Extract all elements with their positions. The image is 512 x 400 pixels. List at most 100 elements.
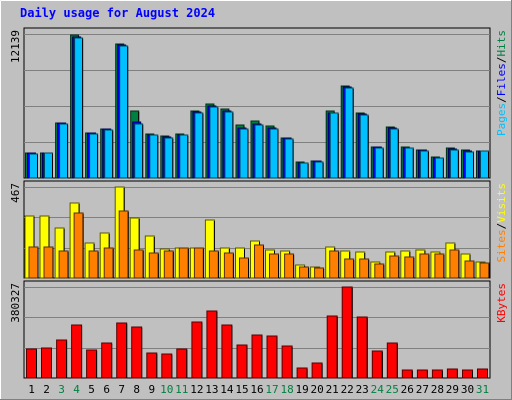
bar-pages-30 — [465, 151, 474, 179]
bar-pages-12 — [194, 112, 204, 179]
bar-pages-17 — [269, 128, 279, 179]
panel-legend: Pages/Files/Hits — [495, 30, 508, 136]
bar-pages-11 — [179, 134, 189, 179]
bar-pages-2 — [44, 152, 53, 179]
bar-sites-12 — [193, 247, 204, 279]
legend-entry: KBytes — [495, 283, 508, 323]
x-tick-label-4: 4 — [73, 383, 80, 396]
bar-kbytes-17 — [266, 335, 278, 379]
bar-sites-29 — [449, 249, 460, 279]
bar-pages-23 — [359, 114, 369, 179]
bar-kbytes-15 — [236, 344, 248, 379]
bar-sites-31 — [479, 262, 490, 279]
x-tick-label-14: 14 — [220, 383, 234, 396]
bar-sites-13 — [208, 250, 219, 279]
bar-pages-18 — [284, 138, 294, 179]
bar-kbytes-13 — [206, 310, 218, 379]
bar-pages-5 — [89, 133, 99, 179]
x-tick-label-21: 21 — [326, 383, 339, 396]
x-tick-label-22: 22 — [341, 383, 354, 396]
bar-pages-4 — [74, 37, 84, 179]
bar-kbytes-30 — [462, 369, 473, 379]
bar-sites-19 — [299, 266, 310, 279]
bar-pages-24 — [374, 147, 384, 179]
panel-visits-sites: 467 Sites/Visits — [9, 180, 508, 279]
panel-kbytes: 380327 KBytes — [9, 280, 508, 379]
x-tick-label-5: 5 — [88, 383, 95, 396]
bar-pages-14 — [224, 111, 234, 179]
panel-legend: Sites/Visits — [495, 183, 508, 263]
bar-pages-1 — [29, 153, 38, 179]
bar-kbytes-4 — [71, 324, 83, 379]
bar-kbytes-22 — [341, 286, 353, 379]
bar-sites-18 — [284, 253, 295, 279]
bar-sites-15 — [239, 257, 249, 279]
bar-pages-28 — [434, 157, 444, 179]
x-tick-label-26: 26 — [401, 383, 414, 396]
bar-pages-27 — [419, 150, 429, 179]
bar-kbytes-27 — [416, 369, 428, 379]
bar-kbytes-12 — [191, 321, 203, 379]
bar-kbytes-19 — [296, 367, 308, 379]
x-tick-label-28: 28 — [431, 383, 444, 396]
bar-sites-10 — [163, 250, 174, 279]
bar-sites-14 — [223, 252, 234, 279]
bar-pages-29 — [449, 149, 459, 179]
bar-sites-7 — [118, 210, 129, 279]
legend-entry: Pages — [495, 103, 508, 136]
x-axis-labels: 1 2 3 4 5 6 7 8 9 10 11 12 13 14 15 16 17 18 19 20 21 22 23 24 2… — [28, 383, 489, 396]
bar-kbytes-31 — [477, 368, 488, 379]
bar-pages-3 — [59, 123, 69, 179]
x-tick-label-29: 29 — [446, 383, 459, 396]
bar-kbytes-26 — [401, 369, 413, 379]
panel-legend: KBytes — [495, 283, 508, 323]
bar-sites-4 — [73, 212, 84, 279]
panel-max-label: 467 — [9, 183, 22, 203]
bar-sites-22 — [344, 258, 355, 279]
bar-kbytes-11 — [176, 348, 188, 379]
legend-entry: Visits — [495, 183, 508, 223]
bar-sites-24 — [374, 263, 385, 279]
bar-pages-8 — [134, 123, 144, 179]
bar-pages-19 — [299, 162, 309, 179]
bar-kbytes-24 — [371, 350, 383, 379]
x-tick-label-31: 31 — [476, 383, 489, 396]
bar-pages-7 — [119, 45, 129, 179]
bar-kbytes-6 — [101, 342, 113, 379]
x-tick-label-7: 7 — [118, 383, 125, 396]
bar-kbytes-1 — [26, 348, 37, 379]
bar-sites-25 — [389, 255, 400, 279]
bar-kbytes-2 — [41, 347, 52, 379]
bar-sites-17 — [269, 253, 279, 279]
x-tick-label-24: 24 — [371, 383, 385, 396]
bar-pages-21 — [329, 112, 339, 179]
bar-pages-9 — [149, 134, 159, 179]
series-kbytes — [26, 286, 488, 379]
bar-sites-30 — [464, 260, 475, 279]
x-tick-label-10: 10 — [160, 383, 173, 396]
bar-sites-5 — [88, 250, 99, 279]
bar-sites-28 — [434, 253, 445, 279]
legend-entry: / — [495, 223, 508, 230]
bar-pages-10 — [164, 137, 174, 179]
legend-entry: / — [495, 57, 508, 64]
bar-pages-6 — [104, 129, 114, 179]
x-tick-label-6: 6 — [103, 383, 110, 396]
legend-entry: / — [495, 96, 508, 103]
x-tick-label-25: 25 — [386, 383, 399, 396]
bar-sites-23 — [359, 258, 370, 279]
bar-sites-9 — [148, 252, 159, 279]
x-tick-label-20: 20 — [310, 383, 323, 396]
x-tick-label-15: 15 — [235, 383, 248, 396]
panel-max-label: 380327 — [9, 283, 22, 323]
x-tick-label-18: 18 — [280, 383, 293, 396]
x-tick-label-1: 1 — [28, 383, 35, 396]
x-tick-label-11: 11 — [175, 383, 188, 396]
bar-sites-2 — [43, 246, 54, 279]
x-tick-label-19: 19 — [295, 383, 308, 396]
bar-kbytes-23 — [356, 316, 368, 379]
legend-entry: Sites — [495, 229, 508, 262]
bar-kbytes-7 — [116, 322, 128, 379]
